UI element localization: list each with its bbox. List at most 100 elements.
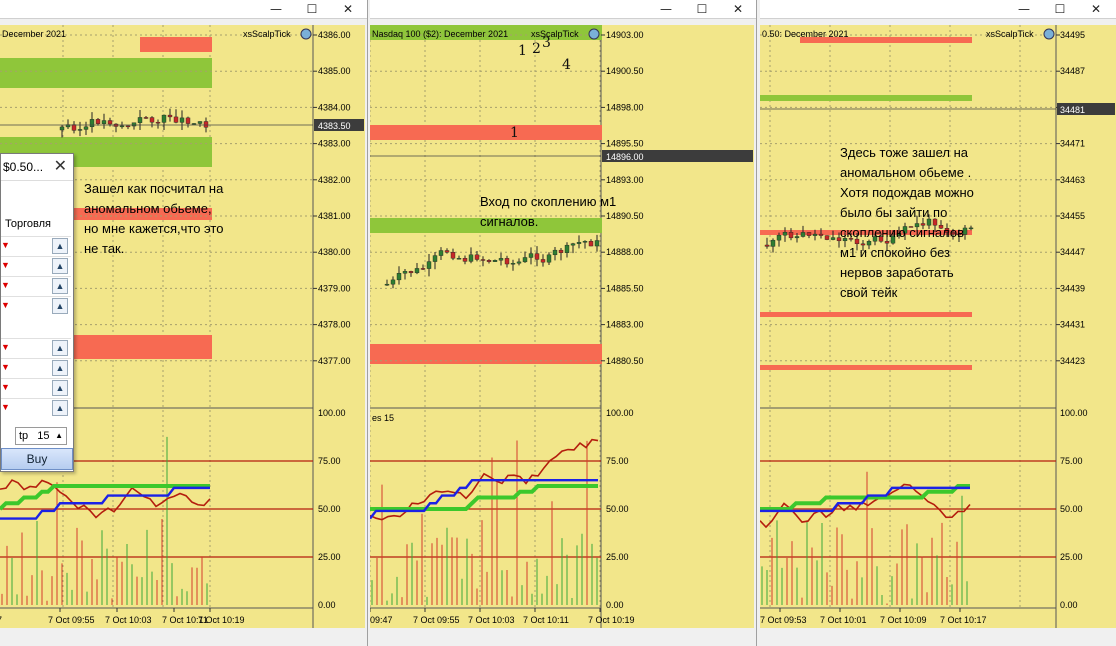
candle-body [806,232,812,236]
candle-body [528,253,534,258]
oscillator-line-blue [0,486,210,520]
candle-body [902,226,908,234]
resistance-zone [370,344,602,364]
candle-body [137,117,143,123]
price-axis-label: 4386.00 [318,30,351,40]
order-row[interactable]: ▼ ▲ [1,296,71,315]
price-axis-label: 4382.00 [318,175,351,185]
candle-body [71,124,77,131]
price-axis-label: 4380.00 [318,247,351,257]
price-axis-label: 34471 [1060,139,1085,149]
chevron-down-icon[interactable]: ▼ [1,280,10,290]
chevron-up-icon[interactable]: ▲ [52,400,68,416]
minimize-button[interactable]: — [270,2,282,16]
chart-window-2[interactable]: — ☐ ✕ 14903.00 14900.50 14898.00 14895.50 14… [370,0,757,646]
panel-close-icon[interactable]: ✕ [53,158,67,175]
oscillator-axis-label: 0.00 [1060,600,1078,610]
candle-body [203,121,209,128]
chevron-down-icon[interactable]: ▼ [1,342,10,352]
candle-body [932,218,938,226]
candle-body [836,237,842,242]
order-row[interactable]: ▼ ▲ [1,358,71,377]
close-button[interactable]: ✕ [1090,2,1102,16]
indicator-icon [1043,28,1055,40]
oscillator-axis-label: 50.00 [318,504,341,514]
chart-background [760,25,1116,630]
chevron-up-icon[interactable]: ▲ [52,278,68,294]
buy-button[interactable]: Buy [1,448,73,470]
current-price-label: 34481 [1060,105,1085,115]
order-row[interactable]: ▼ ▲ [1,236,71,255]
chevron-up-icon[interactable]: ▲ [52,340,68,356]
chevron-up-icon[interactable]: ▲ [52,380,68,396]
stepper-up-icon[interactable]: ▲ [55,431,63,440]
take-profit-field[interactable]: tp 15 ▲ [15,427,67,445]
candle-body [872,236,878,242]
maximize-button[interactable]: ☐ [306,2,318,16]
chart-area[interactable]: 14903.00 14900.50 14898.00 14895.50 14893.00… [370,25,754,630]
one-click-trading-panel[interactable]: $0.50... ✕ Торговля ▼ ▲ ▼ ▲ ▼ ▲ ▼ ▲ ▼ ▲ ▼ ▲ ▼ ▲… [0,153,74,472]
chevron-down-icon[interactable]: ▼ [1,382,10,392]
status-strip [760,628,1116,646]
chevron-up-icon[interactable]: ▲ [52,360,68,376]
order-row[interactable]: ▼ ▲ [1,256,71,275]
chevron-down-icon[interactable]: ▼ [1,260,10,270]
price-axis-label: 14890.50 [606,211,644,221]
chart-area[interactable]: 3449534487344793447134463344553444734439… [760,25,1116,630]
chevron-down-icon[interactable]: ▼ [1,300,10,310]
candle-body [770,239,776,247]
candle-body [552,249,558,256]
annotation-note: Здесь тоже зашел на аномальном обьеме . … [840,145,974,300]
candle-body [155,121,161,124]
window-titlebar[interactable]: — ☐ ✕ [0,0,367,19]
candle-body [450,252,456,259]
chevron-up-icon[interactable]: ▲ [52,238,68,254]
price-chart[interactable]: 4386.00 4385.00 4384.00 4383.00 4382.00 4381.… [0,25,365,630]
oscillator-line-blue [370,479,598,520]
tp-value[interactable]: 15 [37,430,50,442]
close-button[interactable]: ✕ [342,2,354,16]
chevron-up-icon[interactable]: ▲ [52,298,68,314]
window-titlebar[interactable]: — ☐ ✕ [760,0,1116,19]
panel-section-label: Торговля [5,218,51,230]
order-row[interactable]: ▼ ▲ [1,276,71,295]
chart-window-1[interactable]: — ☐ ✕ 4386.00 4385.00 4384.00 4383.00 4382.0… [0,0,368,646]
oscillator-axis-label: 50.00 [1060,504,1083,514]
chevron-down-icon[interactable]: ▼ [1,402,10,412]
minimize-button[interactable]: — [1018,2,1030,16]
price-chart[interactable]: 3449534487344793447134463344553444734439… [760,25,1116,630]
candle-body [83,126,89,130]
price-axis-label: 14895.50 [606,139,644,149]
candle-body [848,238,854,240]
order-row[interactable]: ▼ ▲ [1,378,71,397]
order-row[interactable]: ▼ ▲ [1,398,71,417]
candle-body [522,257,528,263]
price-axis-label: 4385.00 [318,66,351,76]
oscillator-axis-label: 100.00 [1060,408,1088,418]
candle-body [800,232,806,237]
close-button[interactable]: ✕ [732,2,744,16]
maximize-button[interactable]: ☐ [696,2,708,16]
candle-body [468,254,474,262]
window-titlebar[interactable]: — ☐ ✕ [370,0,756,19]
chart-area[interactable]: 4386.00 4385.00 4384.00 4383.00 4382.00 4381.… [0,25,365,630]
candle-body [764,244,770,247]
chevron-down-icon[interactable]: ▼ [1,362,10,372]
candle-body [420,268,426,270]
candle-body [896,233,902,237]
candle-body [854,238,860,245]
handwritten-mark: 1 [518,43,527,59]
price-axis-label: 4383.00 [318,139,351,149]
minimize-button[interactable]: — [660,2,672,16]
candle-body [119,125,125,128]
time-axis-label: 09:47 [370,615,393,625]
price-axis-label: 14893.00 [606,175,644,185]
maximize-button[interactable]: ☐ [1054,2,1066,16]
chart-title: 0.50: December 2021 [762,29,849,39]
oscillator-axis-label: 75.00 [1060,456,1083,466]
price-chart[interactable]: 14903.00 14900.50 14898.00 14895.50 14893.00… [370,25,754,630]
chevron-up-icon[interactable]: ▲ [52,258,68,274]
chevron-down-icon[interactable]: ▼ [1,240,10,250]
chart-window-3[interactable]: — ☐ ✕ 3449534487344793447134463344553444… [760,0,1116,646]
order-row[interactable]: ▼ ▲ [1,338,71,357]
